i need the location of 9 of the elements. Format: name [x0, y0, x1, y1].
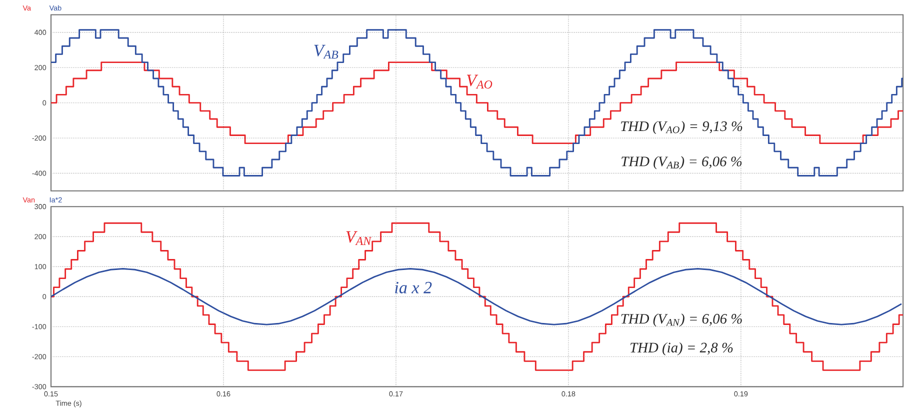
annotation: THD (V$_{AO}$) = 9,13 %	[621, 120, 742, 134]
line-series	[51, 268, 902, 326]
annotation: V$_{AB}$	[314, 44, 338, 58]
annotation: THD (V$_{AN}$) = 6,06 %	[621, 313, 742, 326]
annotation: V$_{AO}$	[466, 74, 492, 88]
annotation: THD (ia) = 2,8 %	[630, 342, 733, 356]
annotation: V$_{AN}$	[346, 231, 372, 245]
annotation: THD (V$_{AB}$) = 6,06 %	[622, 156, 742, 170]
annotation: ia x 2	[395, 282, 432, 294]
